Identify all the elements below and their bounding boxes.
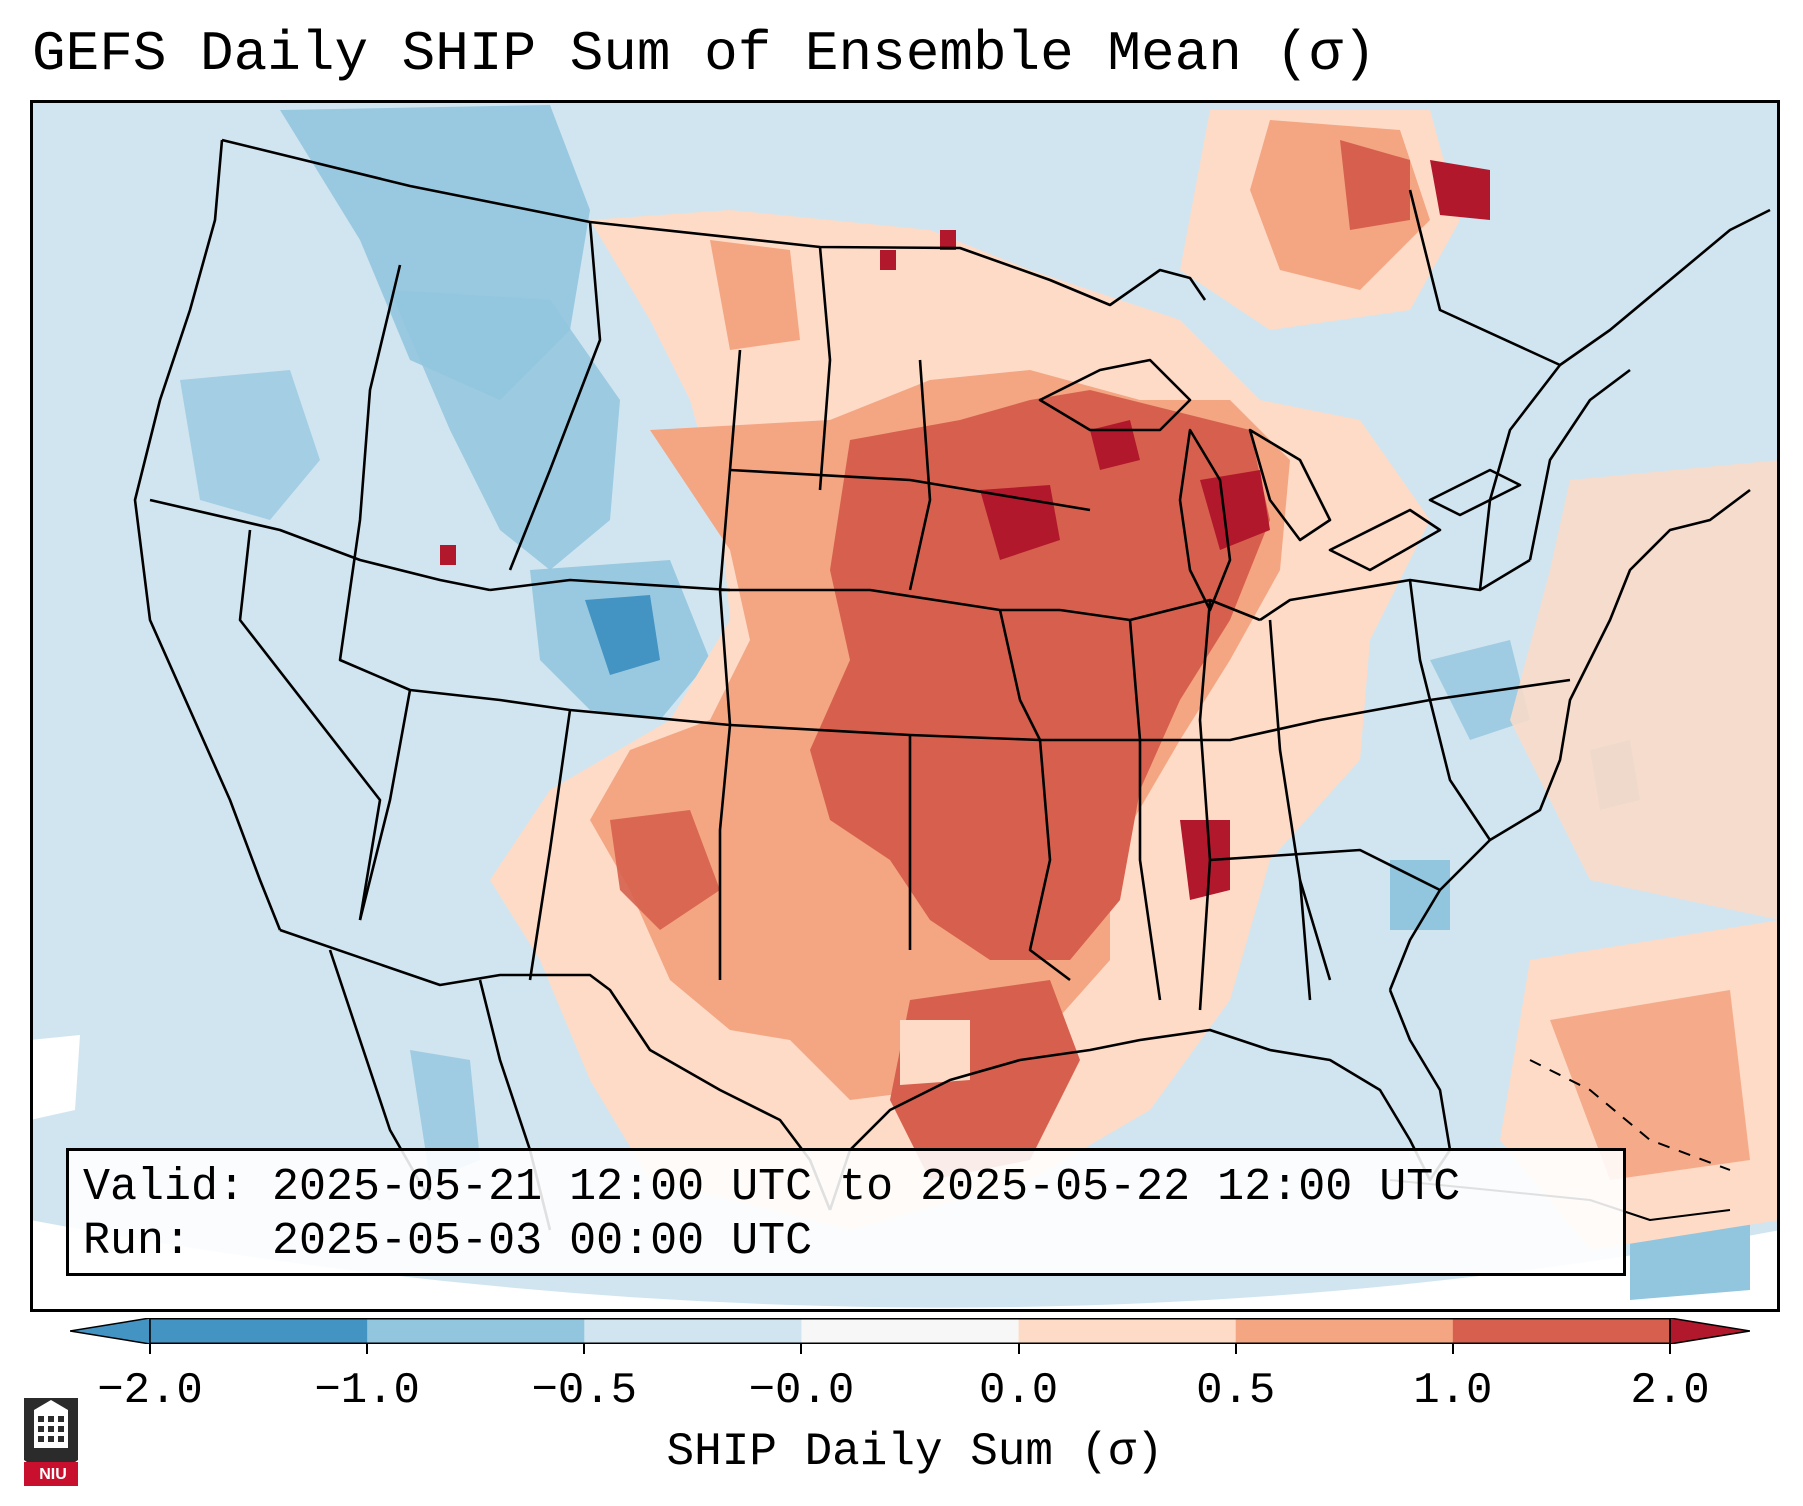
- colorbar: [70, 1318, 1750, 1344]
- colorbar-tick: [1234, 1344, 1237, 1354]
- colorbar-outline: [149, 1318, 1671, 1344]
- ship-map: [30, 100, 1780, 1312]
- colorbar-tick: [583, 1344, 586, 1354]
- colorbar-tick: [800, 1344, 803, 1354]
- colorbar-tick-label: −1.0: [314, 1366, 420, 1416]
- projection-edge: [30, 1220, 1780, 1312]
- colorbar-tick-label: 2.0: [1630, 1366, 1710, 1416]
- colorbar-tick: [149, 1344, 151, 1354]
- political-borders: [133, 138, 1771, 1231]
- run-time-line: Run: 2025-05-03 00:00 UTC: [83, 1216, 813, 1267]
- valid-run-info-box: Valid: 2025-05-21 12:00 UTC to 2025-05-2…: [66, 1148, 1626, 1276]
- colorbar-bin: [1018, 1318, 1237, 1344]
- colorbar-tick-label: 0.5: [1196, 1366, 1276, 1416]
- niu-logo-text: NIU: [39, 1466, 67, 1483]
- colorbar-tick-label: −0.5: [531, 1366, 638, 1416]
- colorbar-tick-label: −0.0: [748, 1366, 855, 1416]
- colorbar-bin: [1235, 1318, 1454, 1344]
- map-frame-border: [30, 100, 1780, 1312]
- colorbar-bin: [584, 1318, 802, 1344]
- colorbar-bin: [150, 1318, 368, 1344]
- anomaly-field: [30, 105, 1780, 1300]
- colorbar-bin: [801, 1318, 1020, 1344]
- colorbar-tick-label: −2.0: [97, 1366, 203, 1416]
- colorbar-bin: [1452, 1318, 1671, 1344]
- colorbar-bin: [367, 1318, 585, 1344]
- colorbar-extend-high: [1669, 1318, 1750, 1344]
- colorbar-title: SHIP Daily Sum (σ): [666, 1426, 1164, 1478]
- colorbar-tick: [1669, 1344, 1671, 1354]
- colorbar-tick-label: 0.0: [978, 1366, 1059, 1416]
- niu-logo: [24, 1398, 78, 1486]
- colorbar-tick: [1017, 1344, 1020, 1354]
- colorbar-tick: [1451, 1344, 1454, 1354]
- colorbar-extend-low: [70, 1318, 151, 1344]
- colorbar-tick: [366, 1344, 369, 1354]
- colorbar-tick-label: 1.0: [1413, 1366, 1493, 1416]
- valid-time-line: Valid: 2025-05-21 12:00 UTC to 2025-05-2…: [83, 1162, 1461, 1213]
- map-title: GEFS Daily SHIP Sum of Ensemble Mean (σ): [32, 22, 1377, 86]
- map-panel: [30, 100, 1780, 1312]
